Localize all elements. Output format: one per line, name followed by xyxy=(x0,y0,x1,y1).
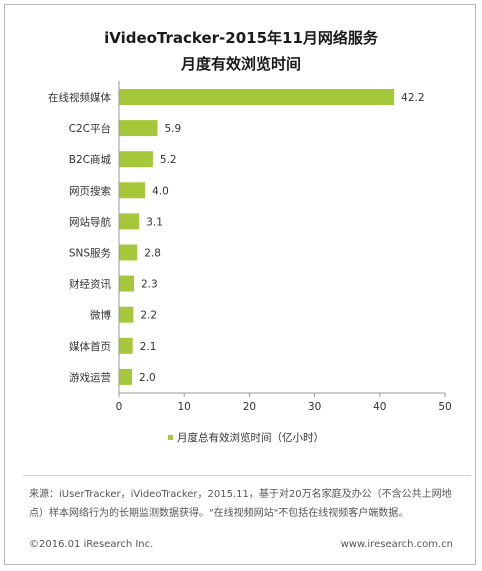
bar-8 xyxy=(119,337,133,354)
bar-chart: iVideoTracker-2015年11月网络服务 月度有效浏览时间 在线视频… xyxy=(48,29,452,444)
copyright-text: ©2016.01 iResearch Inc. xyxy=(29,539,154,550)
category-label: SNS服务 xyxy=(69,247,112,260)
bar-7 xyxy=(119,306,134,323)
x-tick-label: 30 xyxy=(308,401,321,413)
value-label: 5.2 xyxy=(160,154,177,166)
legend-label: 月度总有效浏览时间（亿小时） xyxy=(177,431,324,444)
value-label: 3.1 xyxy=(146,216,163,228)
value-label: 42.2 xyxy=(401,92,424,104)
value-label: 2.8 xyxy=(144,248,161,260)
value-label: 2.0 xyxy=(139,372,156,384)
legend: 月度总有效浏览时间（亿小时） xyxy=(168,431,324,444)
chart-frame: iVideoTracker-2015年11月网络服务 月度有效浏览时间 在线视频… xyxy=(4,4,476,565)
website-text: www.iresearch.com.cn xyxy=(340,539,453,550)
value-label: 2.2 xyxy=(140,310,157,322)
divider xyxy=(23,475,471,476)
x-tick-label: 0 xyxy=(116,401,123,413)
category-label: C2C平台 xyxy=(69,122,111,135)
value-labels-group: 42.2 5.9 5.2 4.0 3.1 2.8 2.3 2.2 2.1 2.0 xyxy=(139,92,424,384)
source-note: 来源：iUserTracker，iVideoTracker，2015.11，基于… xyxy=(29,489,452,519)
chart-title-line-2: 月度有效浏览时间 xyxy=(180,55,301,73)
bar-2 xyxy=(119,151,153,168)
category-label: 游戏运营 xyxy=(69,371,111,384)
bar-5 xyxy=(119,244,138,261)
legend-swatch xyxy=(168,435,173,440)
value-label: 2.1 xyxy=(140,341,157,353)
category-label: 在线视频媒体 xyxy=(48,91,111,104)
x-tick-label: 10 xyxy=(178,401,191,413)
bar-3 xyxy=(119,182,146,199)
x-tick-label: 40 xyxy=(373,401,386,413)
value-label: 2.3 xyxy=(141,279,158,291)
category-label: 财经资讯 xyxy=(69,278,111,291)
chart-title-line-1: iVideoTracker-2015年11月网络服务 xyxy=(104,29,379,47)
bar-0 xyxy=(119,89,395,105)
category-label: 媒体首页 xyxy=(69,340,111,353)
x-tick-label: 50 xyxy=(438,401,451,413)
value-label: 4.0 xyxy=(152,185,169,197)
x-tick-label: 20 xyxy=(243,401,256,413)
value-label: 5.9 xyxy=(164,123,181,135)
bars-group xyxy=(119,89,395,385)
bar-6 xyxy=(119,275,134,292)
bar-4 xyxy=(119,213,140,230)
category-label: 网站导航 xyxy=(69,215,111,228)
category-label: 微博 xyxy=(90,309,111,322)
bar-9 xyxy=(119,368,133,385)
x-axis: 0 10 20 30 40 50 xyxy=(116,81,452,413)
category-label: B2C商城 xyxy=(69,153,112,166)
bar-1 xyxy=(119,120,158,137)
category-label: 网页搜索 xyxy=(69,184,111,197)
